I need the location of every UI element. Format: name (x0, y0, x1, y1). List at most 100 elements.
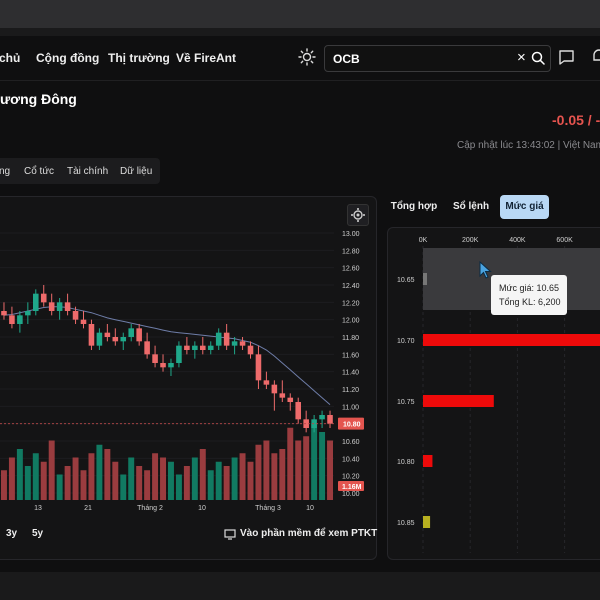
tooltip-volume: Tổng KL: 6,200 (499, 297, 561, 307)
volume-bar (239, 453, 246, 500)
volume-bar (104, 449, 111, 500)
price-level-label: 10.65 (397, 277, 415, 284)
tab-partial[interactable]: ng (0, 166, 11, 177)
volume-bar (48, 440, 55, 500)
candle (223, 332, 230, 346)
chart-settings-button[interactable] (347, 204, 369, 226)
y-tick-label: 11.80 (342, 335, 359, 342)
tab-data[interactable]: Dữ liệu (120, 166, 153, 177)
candle (33, 293, 39, 311)
volume-bar (152, 453, 159, 500)
price-level-bar (423, 395, 494, 407)
candle (9, 315, 15, 324)
theme-sun-icon[interactable] (298, 48, 316, 66)
price-level-bar (423, 334, 600, 346)
y-tick-label: 12.00 (342, 318, 360, 325)
volume-bar (112, 461, 119, 500)
candle (303, 419, 309, 428)
x-tick-label: 10 (306, 505, 314, 512)
x-tick-label: Tháng 3 (255, 505, 281, 512)
range-3y-button[interactable]: 3y (6, 528, 18, 539)
bell-icon[interactable] (590, 47, 600, 65)
y-tick-label: 10.00 (342, 491, 360, 498)
volume-bar (144, 470, 151, 500)
volume-bar (64, 466, 71, 500)
candle (295, 402, 301, 420)
x-tick-label: 200K (462, 237, 479, 244)
y-tick-label: 10.60 (342, 439, 360, 446)
candle (271, 384, 278, 394)
clear-icon[interactable]: × (517, 49, 526, 66)
price-level-label: 10.85 (397, 520, 415, 527)
volume-bar (40, 461, 47, 500)
volume-bar (327, 440, 333, 500)
volume-bar (72, 457, 79, 500)
candle (152, 354, 158, 363)
candle (287, 397, 294, 402)
tab-orderbook[interactable]: Sổ lệnh (452, 201, 490, 212)
volume-bar (279, 449, 286, 500)
price-tooltip: Mức giá: 10.65 Tổng KL: 6,200 (491, 275, 567, 315)
x-tick-label: 13 (34, 505, 42, 512)
last-price-tag (338, 417, 364, 430)
nav-about[interactable]: Về FireAnt (176, 51, 237, 65)
nav-market[interactable]: Thị trường (108, 51, 170, 65)
volume-bar (96, 444, 103, 500)
candle (279, 393, 286, 398)
volume-bar (303, 436, 310, 500)
tooltip-price: Mức giá: 10.65 (499, 283, 560, 293)
tab-price-level[interactable]: Mức giá (500, 195, 549, 219)
volume-bar (255, 444, 262, 500)
volume-bar (319, 432, 326, 500)
search-input[interactable]: OCB (333, 52, 360, 66)
candle (136, 328, 142, 342)
candle (17, 315, 23, 324)
x-tick-label: 0K (419, 237, 428, 244)
y-tick-label: 12.40 (342, 283, 360, 290)
last-price-label: 10.80 (343, 422, 361, 429)
price-chart[interactable]: 13.00 12.80 12.60 12.40 12.20 12.00 11.80 11.60… (0, 225, 370, 520)
candle (104, 332, 111, 337)
volume-bar (16, 449, 23, 500)
chat-icon[interactable] (558, 49, 575, 66)
x-tick-label: 10 (198, 505, 206, 512)
y-tick-label: 10.20 (342, 474, 360, 481)
volume-bar (199, 449, 206, 500)
volume-bar (24, 466, 31, 500)
candle (176, 345, 182, 363)
browser-strip (0, 28, 600, 36)
candle (80, 319, 87, 324)
candle (128, 328, 134, 337)
tab-dividend[interactable]: Cổ tức (24, 166, 55, 177)
candle (239, 341, 246, 346)
candle (112, 337, 119, 342)
volume-bar (128, 457, 135, 500)
volume-bar (160, 457, 166, 500)
volume-bar (175, 474, 182, 500)
price-level-label: 10.80 (397, 459, 415, 466)
tab-finance[interactable]: Tài chính (67, 166, 109, 177)
price-change: -0.05 / -0 (552, 112, 600, 128)
volume-bar (311, 423, 318, 500)
y-tick-label: 12.20 (342, 300, 360, 307)
volume-bar (207, 470, 214, 500)
price-level-bar (423, 516, 431, 528)
volume-bar (56, 474, 63, 500)
candle (96, 332, 103, 346)
nav-community[interactable]: Cộng đồng (36, 51, 100, 65)
volume-bar (32, 453, 39, 500)
x-tick-label: 21 (84, 505, 92, 512)
nav-home[interactable]: chủ (0, 51, 21, 65)
search-box[interactable]: OCB × (324, 45, 551, 72)
y-tick-label: 11.60 (342, 352, 359, 359)
range-5y-button[interactable]: 5y (32, 528, 44, 539)
open-ptkt-link[interactable]: Vào phần mềm để xem PTKT (240, 528, 378, 539)
moving-average-line (3, 306, 331, 405)
tab-summary[interactable]: Tổng hợp (390, 201, 438, 212)
price-level-label: 10.70 (397, 338, 415, 345)
y-tick-label: 12.80 (342, 248, 360, 255)
x-tick-label: 400K (509, 237, 526, 244)
update-time: Cập nhật lúc 13:43:02 | Việt Nam c (457, 140, 600, 151)
search-icon[interactable] (531, 51, 545, 65)
cursor-icon (479, 261, 492, 279)
